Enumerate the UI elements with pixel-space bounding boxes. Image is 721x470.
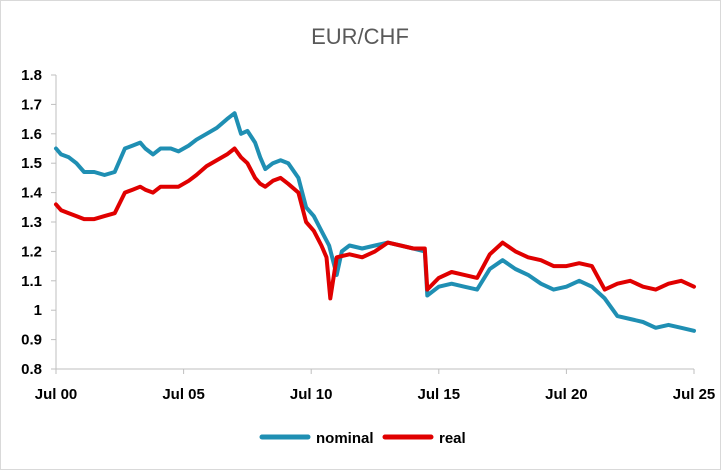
y-tick-label: 1.1 [21,273,42,290]
x-tick-label: Jul 05 [162,386,205,403]
x-axis: Jul 00 Jul 05 Jul 10 Jul 15 Jul 20 Jul 25 [35,368,716,403]
y-tick-label: 1.2 [21,243,42,260]
plot-area [54,111,696,333]
x-tick-label: Jul 20 [545,386,588,403]
y-tick-label: 1.8 [21,67,42,84]
legend-label-nominal: nominal [316,430,374,447]
y-tick-label: 1.4 [21,185,43,202]
x-tick-label: Jul 25 [673,386,716,403]
y-tick-label: 0.9 [21,332,42,349]
chart-title: EUR/CHF [311,24,409,49]
y-tick-label: 1.5 [21,155,42,172]
x-tick-label: Jul 10 [290,386,333,403]
x-tick-label: Jul 00 [35,386,78,403]
y-tick-label: 0.8 [21,361,42,378]
legend: nominal real [259,430,466,447]
y-tick-label: 1.3 [21,214,42,231]
series-line-nominal [54,111,696,333]
y-tick-label: 1 [34,302,42,319]
y-tick-label: 1.6 [21,126,42,143]
legend-label-real: real [439,430,466,447]
y-tick-label: 1.7 [21,96,42,113]
y-axis: 0.8 0.9 1 1.1 1.2 1.3 1.4 1.5 1.6 1.7 1.8 [21,67,57,378]
x-tick-label: Jul 15 [418,386,461,403]
series-line-real [54,146,696,301]
